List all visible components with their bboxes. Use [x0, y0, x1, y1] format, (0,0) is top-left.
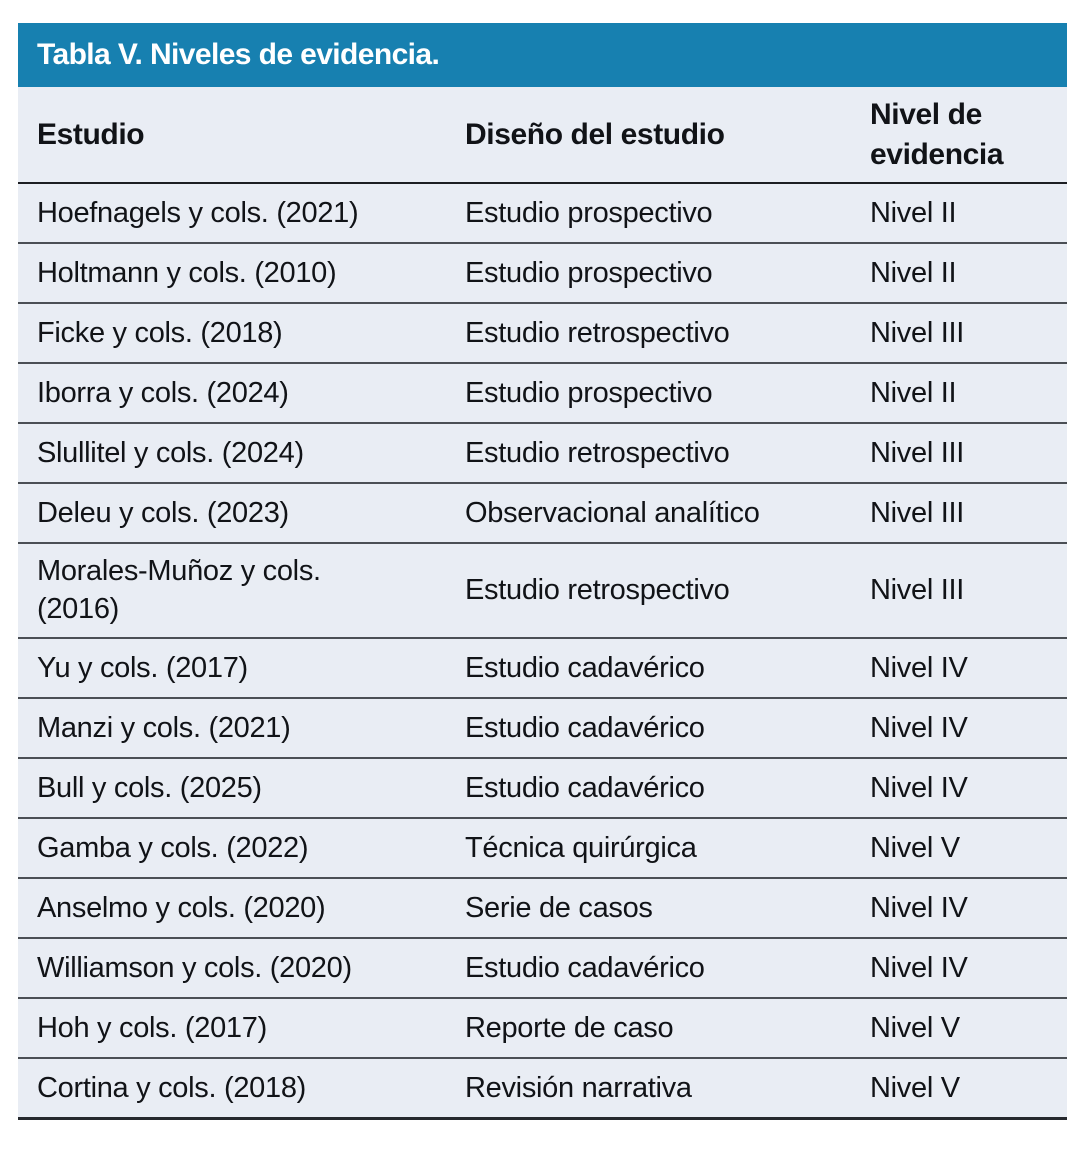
- level-cell: Nivel IV: [870, 771, 968, 804]
- table-row: Gamba y cols. (2022) Técnica quirúrgica Ni…: [18, 818, 1067, 879]
- level-cell: Nivel III: [870, 497, 964, 530]
- study-cell: Anselmo y cols. (2020): [37, 891, 326, 924]
- table-row: Yu y cols. (2017) Estudio cadavérico Nivel…: [18, 638, 1067, 699]
- table-row: Anselmo y cols. (2020) Serie de casos Nive…: [18, 878, 1067, 939]
- design-cell: Revisión narrativa: [465, 1071, 692, 1104]
- level-cell: Nivel II: [870, 197, 957, 230]
- table-row: Hoh y cols. (2017) Reporte de caso Nivel V: [18, 998, 1067, 1059]
- level-cell: Nivel III: [870, 317, 964, 350]
- level-cell: Nivel II: [870, 257, 957, 290]
- table-row: Ficke y cols. (2018) Estudio retrospectiv…: [18, 304, 1067, 365]
- level-cell: Nivel IV: [870, 891, 968, 924]
- study-cell: Gamba y cols. (2022): [37, 831, 309, 864]
- design-cell: Técnica quirúrgica: [465, 831, 697, 864]
- design-cell: Estudio retrospectivo: [465, 317, 730, 350]
- design-cell: Estudio prospectivo: [465, 257, 713, 290]
- table-row: Morales-Muñoz y cols. (2016) Estudio retr…: [18, 544, 1067, 639]
- study-cell: Williamson y cols. (2020): [37, 951, 352, 984]
- column-header-diseno-del-estudio: Diseño del estudio: [465, 117, 725, 151]
- study-cell: Manzi y cols. (2021): [37, 711, 291, 744]
- design-cell: Estudio cadavérico: [465, 651, 705, 684]
- design-cell: Estudio cadavérico: [465, 711, 705, 744]
- study-cell: Hoh y cols. (2017): [37, 1011, 267, 1044]
- study-cell: Slullitel y cols. (2024): [37, 437, 304, 470]
- table-row: Slullitel y cols. (2024) Estudio retrospe…: [18, 424, 1067, 485]
- design-cell: Serie de casos: [465, 891, 653, 924]
- table-row: Iborra y cols. (2024) Estudio prospectivo…: [18, 364, 1067, 425]
- study-cell: Morales-Muñoz y cols. (2016): [37, 555, 321, 626]
- study-cell: Ficke y cols. (2018): [37, 317, 283, 350]
- level-cell: Nivel IV: [870, 651, 968, 684]
- level-cell: Nivel IV: [870, 711, 968, 744]
- design-cell: Estudio retrospectivo: [465, 437, 730, 470]
- column-header-nivel-de-evidencia: Nivel de evidencia: [870, 98, 1004, 171]
- study-cell: Deleu y cols. (2023): [37, 497, 289, 530]
- table-row: Hoefnagels y cols. (2021) Estudio prospec…: [18, 184, 1067, 245]
- study-cell: Holtmann y cols. (2010): [37, 257, 337, 290]
- study-cell: Hoefnagels y cols. (2021): [37, 197, 359, 230]
- table-row: Deleu y cols. (2023) Observacional analít…: [18, 484, 1067, 545]
- design-cell: Estudio cadavérico: [465, 771, 705, 804]
- table-row: Williamson y cols. (2020) Estudio cadavér…: [18, 938, 1067, 999]
- level-cell: Nivel IV: [870, 951, 968, 984]
- design-cell: Estudio prospectivo: [465, 377, 713, 410]
- evidence-table: Tabla V. Niveles de evidencia. Estudio D…: [18, 23, 1067, 1120]
- level-cell: Nivel V: [870, 831, 960, 864]
- study-cell: Yu y cols. (2017): [37, 651, 248, 684]
- design-cell: Estudio cadavérico: [465, 951, 705, 984]
- design-cell: Reporte de caso: [465, 1011, 674, 1044]
- table-title-bar: Tabla V. Niveles de evidencia.: [18, 23, 1067, 87]
- design-cell: Observacional analítico: [465, 497, 760, 530]
- study-cell: Cortina y cols. (2018): [37, 1071, 307, 1104]
- column-header-estudio: Estudio: [37, 117, 145, 151]
- study-cell: Bull y cols. (2025): [37, 771, 262, 804]
- table-title: Tabla V. Niveles de evidencia.: [37, 38, 440, 71]
- level-cell: Nivel III: [870, 437, 964, 470]
- level-cell: Nivel V: [870, 1011, 960, 1044]
- level-cell: Nivel V: [870, 1071, 960, 1104]
- level-cell: Nivel III: [870, 574, 964, 607]
- study-cell: Iborra y cols. (2024): [37, 377, 289, 410]
- design-cell: Estudio retrospectivo: [465, 574, 730, 607]
- table-header-row: Estudio Diseño del estudio Nivel de evid…: [18, 87, 1067, 185]
- table-row: Manzi y cols. (2021) Estudio cadavérico Ni…: [18, 698, 1067, 759]
- table-body: Hoefnagels y cols. (2021) Estudio prospec…: [18, 184, 1067, 1120]
- level-cell: Nivel II: [870, 377, 957, 410]
- table-row: Cortina y cols. (2018) Revisión narrativa…: [18, 1058, 1067, 1120]
- table-row: Holtmann y cols. (2010) Estudio prospecti…: [18, 244, 1067, 305]
- design-cell: Estudio prospectivo: [465, 197, 713, 230]
- table-row: Bull y cols. (2025) Estudio cadavérico Niv…: [18, 758, 1067, 819]
